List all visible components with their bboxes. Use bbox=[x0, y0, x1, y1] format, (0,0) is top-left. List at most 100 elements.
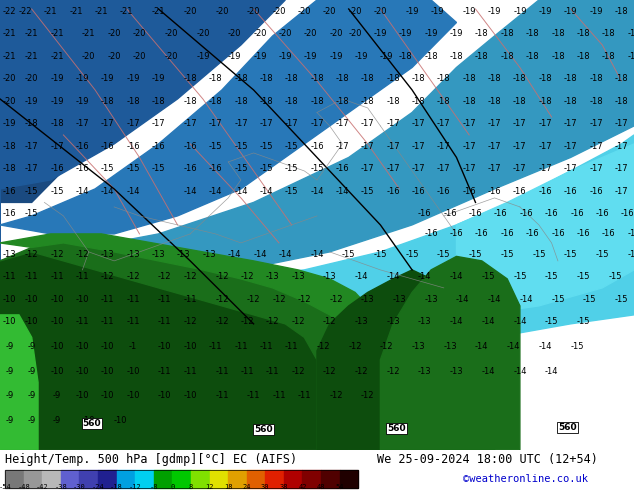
Text: -19: -19 bbox=[380, 52, 394, 61]
Text: -8: -8 bbox=[150, 484, 158, 490]
Text: -17: -17 bbox=[462, 142, 476, 151]
Text: -17: -17 bbox=[50, 142, 64, 151]
Text: -10: -10 bbox=[50, 367, 64, 376]
Text: -20: -20 bbox=[323, 7, 337, 16]
Text: -14: -14 bbox=[386, 272, 400, 281]
Text: 24: 24 bbox=[242, 484, 251, 490]
Polygon shape bbox=[0, 0, 456, 234]
Text: -13: -13 bbox=[101, 249, 115, 259]
Text: -18: -18 bbox=[500, 52, 514, 61]
Text: -18: -18 bbox=[411, 97, 425, 106]
Text: -19: -19 bbox=[450, 29, 463, 38]
Text: -11: -11 bbox=[272, 392, 286, 400]
Text: -14: -14 bbox=[481, 317, 495, 326]
Text: -11: -11 bbox=[215, 392, 229, 400]
Text: 560: 560 bbox=[387, 424, 406, 433]
Text: -20: -20 bbox=[253, 29, 267, 38]
Text: -18: -18 bbox=[285, 74, 299, 83]
Text: -12: -12 bbox=[215, 272, 229, 281]
Text: -16: -16 bbox=[570, 209, 584, 218]
Text: -10: -10 bbox=[158, 392, 172, 400]
Text: -11: -11 bbox=[75, 317, 89, 326]
Text: -20: -20 bbox=[373, 7, 387, 16]
Text: -17: -17 bbox=[513, 119, 527, 128]
Text: -17: -17 bbox=[335, 119, 349, 128]
Bar bbox=[321, 470, 340, 489]
Text: -17: -17 bbox=[614, 187, 628, 196]
Text: -16: -16 bbox=[576, 229, 590, 239]
Text: -19: -19 bbox=[75, 97, 89, 106]
Text: -16: -16 bbox=[183, 142, 197, 151]
Text: -10: -10 bbox=[183, 392, 197, 400]
Text: -16: -16 bbox=[386, 187, 400, 196]
Text: -16: -16 bbox=[551, 229, 565, 239]
Text: -11: -11 bbox=[101, 294, 115, 304]
Text: -54: -54 bbox=[0, 484, 11, 490]
Text: -14: -14 bbox=[310, 249, 324, 259]
Text: -14: -14 bbox=[259, 187, 273, 196]
Text: -15: -15 bbox=[101, 164, 115, 173]
Text: -14: -14 bbox=[75, 187, 89, 196]
Text: -13: -13 bbox=[443, 342, 457, 351]
Text: -19: -19 bbox=[196, 52, 210, 61]
Text: -14: -14 bbox=[310, 187, 324, 196]
Text: -13: -13 bbox=[266, 272, 280, 281]
Text: -20: -20 bbox=[164, 52, 178, 61]
Text: -17: -17 bbox=[411, 119, 425, 128]
Text: -16: -16 bbox=[152, 142, 165, 151]
Text: -16: -16 bbox=[335, 164, 349, 173]
Text: -9: -9 bbox=[5, 367, 14, 376]
Text: -17: -17 bbox=[437, 119, 451, 128]
Text: -11: -11 bbox=[126, 317, 140, 326]
Text: -16: -16 bbox=[50, 164, 64, 173]
Text: -18: -18 bbox=[386, 97, 400, 106]
Polygon shape bbox=[0, 243, 349, 450]
Text: -12: -12 bbox=[291, 367, 305, 376]
Text: -16: -16 bbox=[462, 187, 476, 196]
Text: -10: -10 bbox=[3, 317, 16, 326]
Text: -13: -13 bbox=[361, 294, 375, 304]
Text: -17: -17 bbox=[488, 164, 501, 173]
Text: -16: -16 bbox=[443, 209, 457, 218]
Bar bbox=[302, 470, 321, 489]
Text: -14: -14 bbox=[513, 317, 527, 326]
Text: -16: -16 bbox=[526, 229, 540, 239]
Text: -16: -16 bbox=[513, 187, 527, 196]
Text: -21: -21 bbox=[94, 7, 108, 16]
Text: -18: -18 bbox=[386, 74, 400, 83]
Text: -15: -15 bbox=[595, 249, 609, 259]
Text: -16: -16 bbox=[545, 209, 559, 218]
Bar bbox=[265, 470, 284, 489]
Text: -14: -14 bbox=[126, 187, 140, 196]
Text: -15: -15 bbox=[285, 164, 299, 173]
Text: -12: -12 bbox=[247, 294, 261, 304]
Text: -15: -15 bbox=[469, 249, 482, 259]
Text: -11: -11 bbox=[126, 294, 140, 304]
Text: -18: -18 bbox=[234, 97, 248, 106]
Polygon shape bbox=[0, 234, 393, 450]
Bar bbox=[172, 470, 191, 489]
Text: -14: -14 bbox=[101, 187, 115, 196]
Text: -18: -18 bbox=[551, 52, 565, 61]
Bar bbox=[228, 470, 247, 489]
Text: -18: -18 bbox=[209, 97, 223, 106]
Text: -16: -16 bbox=[418, 209, 432, 218]
Text: -12: -12 bbox=[329, 392, 343, 400]
Polygon shape bbox=[380, 256, 520, 450]
Text: -15: -15 bbox=[437, 249, 451, 259]
Text: -16: -16 bbox=[469, 209, 482, 218]
Text: 18: 18 bbox=[224, 484, 232, 490]
Text: -20: -20 bbox=[228, 29, 242, 38]
Text: -13: -13 bbox=[450, 367, 463, 376]
Text: -13: -13 bbox=[418, 317, 432, 326]
Text: -12: -12 bbox=[75, 249, 89, 259]
Text: -15: -15 bbox=[551, 294, 565, 304]
Text: -16: -16 bbox=[209, 164, 223, 173]
Text: -14: -14 bbox=[234, 187, 248, 196]
Text: -17: -17 bbox=[386, 142, 400, 151]
Text: -15: -15 bbox=[513, 272, 527, 281]
Text: -10: -10 bbox=[75, 294, 89, 304]
Text: -17: -17 bbox=[513, 164, 527, 173]
Text: -15: -15 bbox=[532, 249, 546, 259]
Text: -18: -18 bbox=[551, 29, 565, 38]
